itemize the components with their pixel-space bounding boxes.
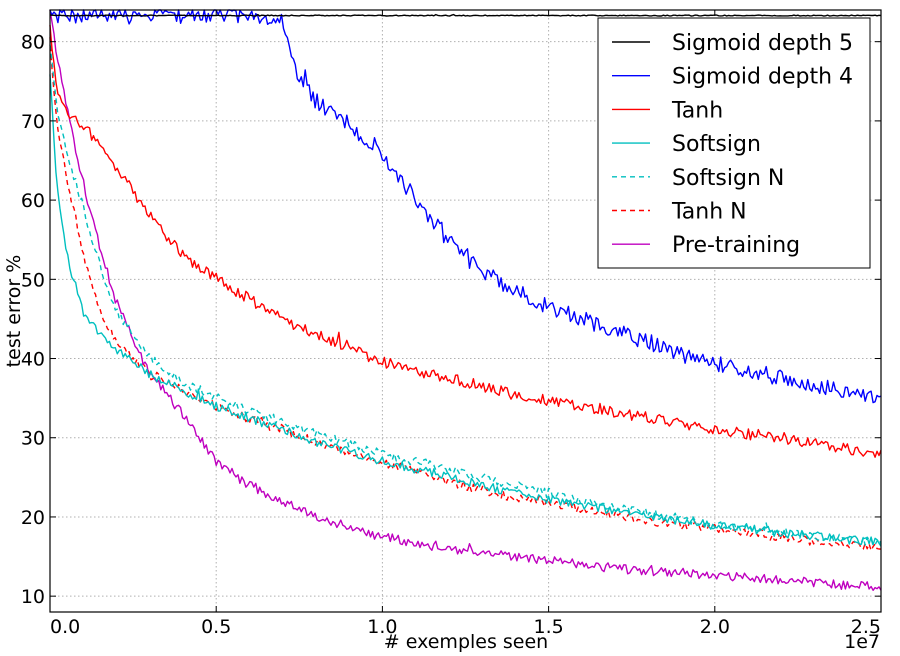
series-layer — [49, 9, 882, 591]
plot-frame — [49, 9, 882, 613]
x-tick-label: 0.5 — [201, 616, 231, 638]
legend-label: Tanh — [671, 98, 723, 123]
legend-label: Pre-training — [672, 233, 800, 258]
legend-label: Tanh N — [671, 200, 747, 225]
series-line-tanh — [49, 24, 882, 458]
legend-label: Sigmoid depth 4 — [672, 65, 853, 90]
ticks: 0.0 0.5 1.0 1.5 2.0 2.5 10 20 30 40 50 60 70 80 — [21, 10, 882, 638]
y-tick-label: 30 — [21, 428, 45, 450]
series-line-sigmoid-depth-4 — [49, 9, 882, 404]
legend-label: Softsign N — [672, 166, 784, 191]
legend-label: Sigmoid depth 5 — [672, 31, 853, 56]
series-line-sigmoid-depth-5 — [49, 13, 882, 17]
y-tick-label: 80 — [21, 32, 45, 54]
x-axis-offset-label: 1e7 — [844, 631, 880, 653]
y-tick-label: 10 — [21, 586, 45, 608]
x-axis-label: # exemples seen — [384, 631, 548, 653]
y-tick-label: 70 — [21, 111, 45, 133]
legend: Sigmoid depth 5 Sigmoid depth 4 Tanh Softsi… — [597, 17, 871, 269]
y-tick-label: 20 — [21, 507, 45, 529]
y-tick-label: 50 — [21, 269, 45, 291]
x-tick-label: 2.5 — [851, 616, 881, 638]
series-line-softsign — [49, 74, 882, 547]
x-tick-label: 2.0 — [700, 616, 730, 638]
x-tick-label: 0.0 — [50, 616, 80, 638]
y-axis-label: test error % — [3, 255, 25, 368]
legend-label: Softsign — [672, 132, 761, 157]
x-tick-label: 1.5 — [533, 616, 563, 638]
x-tick-label: 1.0 — [367, 616, 397, 638]
series-line-tanh-n — [49, 37, 882, 552]
y-tick-label: 40 — [21, 349, 45, 371]
series-line-pre-training — [49, 9, 882, 591]
y-tick-label: 60 — [21, 190, 45, 212]
